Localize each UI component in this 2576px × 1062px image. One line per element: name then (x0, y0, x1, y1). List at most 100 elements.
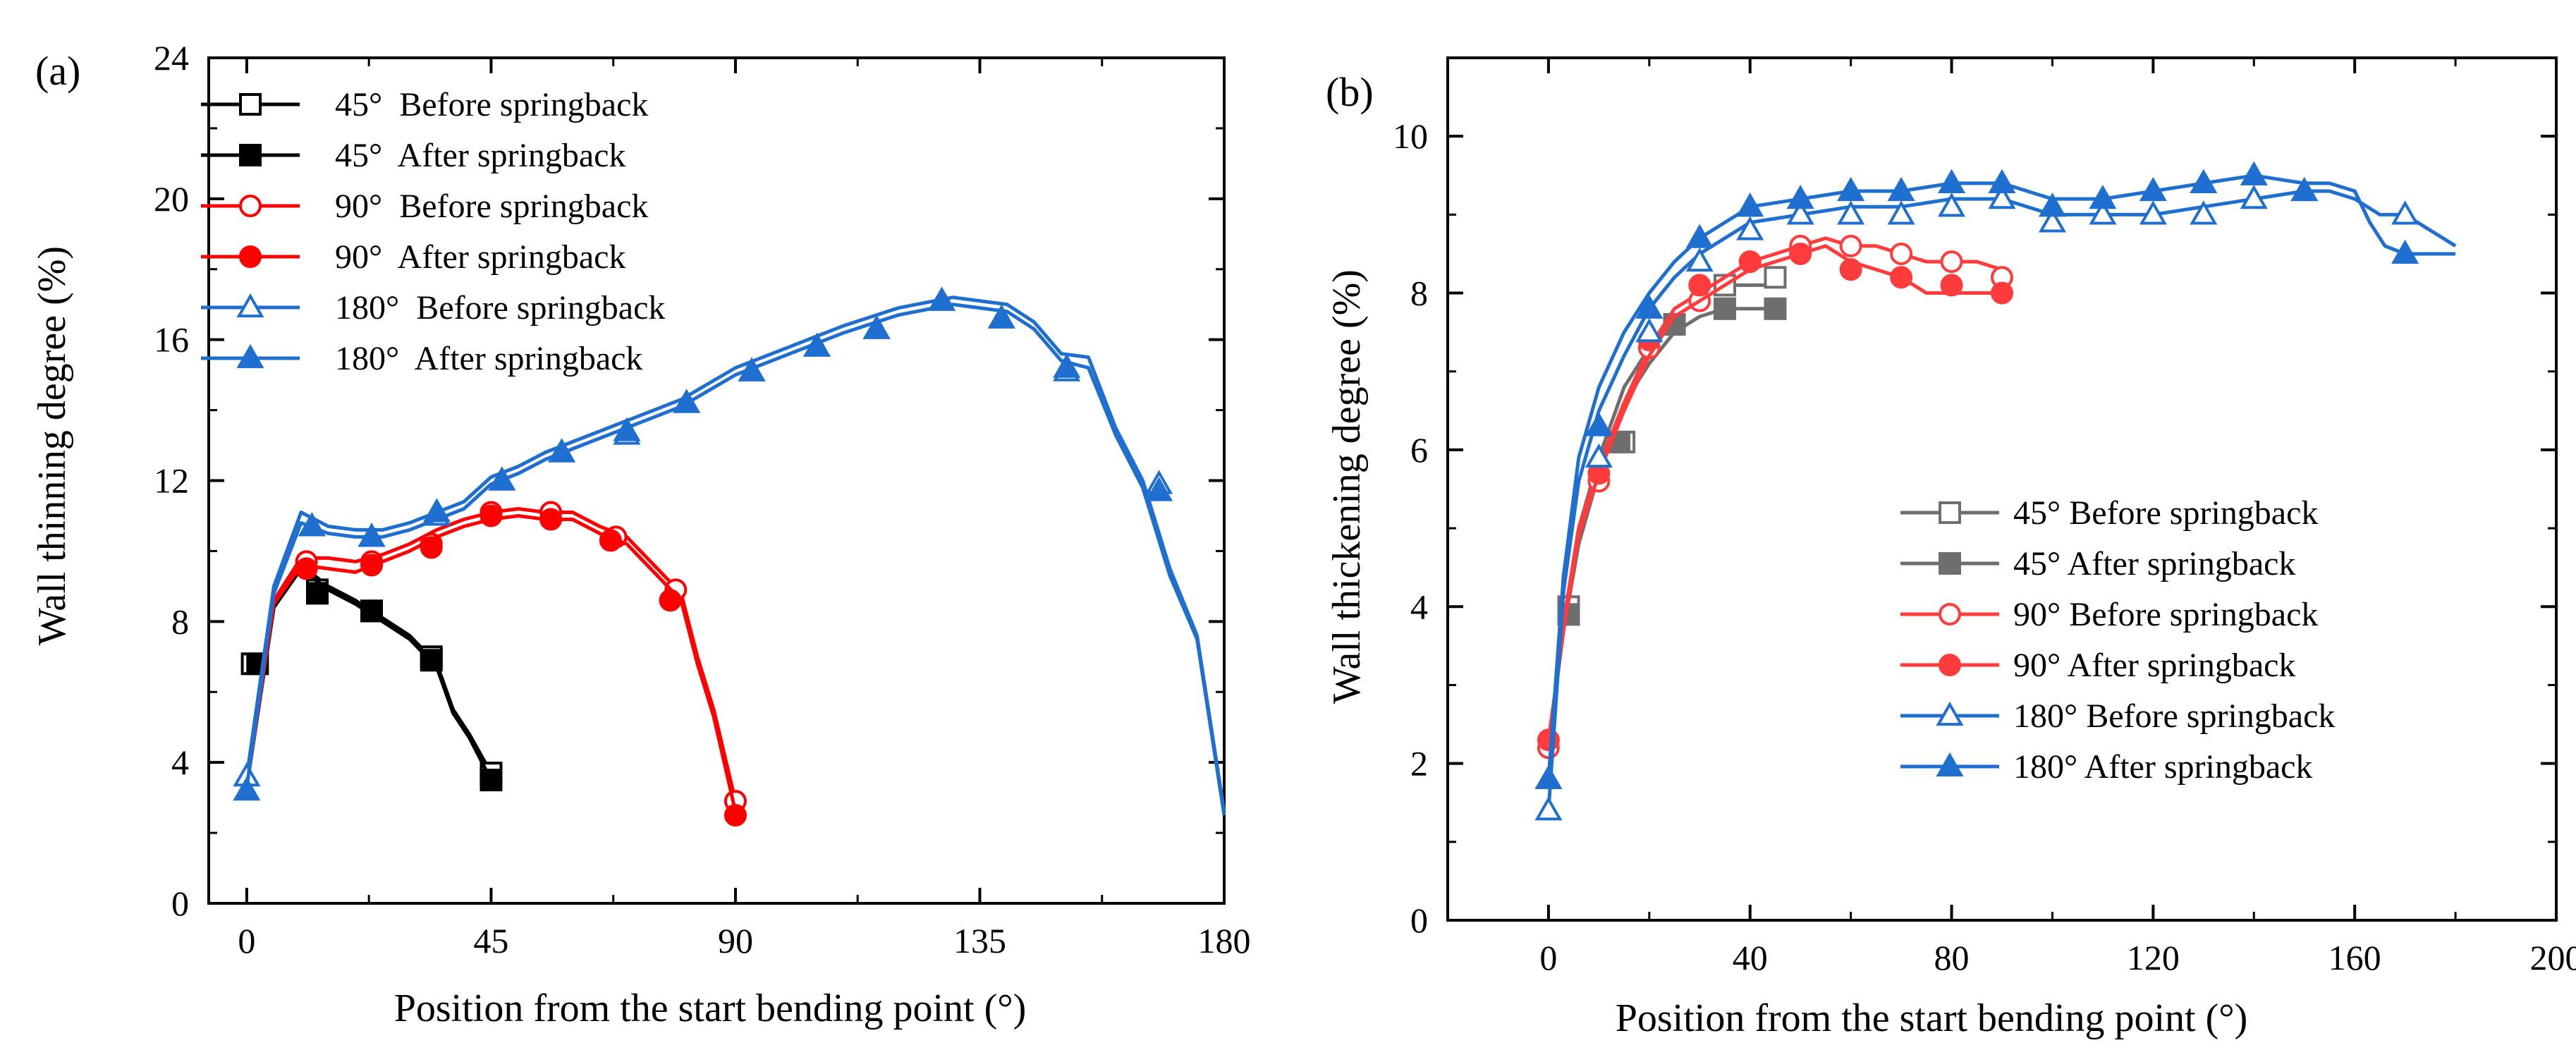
panel-b-legend-90deg-before-springback-marker (1939, 603, 1961, 625)
panel-a-series-90deg-after-springback-point (480, 504, 503, 527)
panel-b-series-180deg-before-springback-point (1887, 200, 1915, 225)
panel-b-series-90deg-before-springback-point (1839, 234, 1862, 257)
panel-b-series-45deg-after-springback-point (1764, 297, 1787, 320)
panel-b-series-180deg-after-springback-point (1887, 176, 1915, 202)
panel-a-series-180deg-after-springback-point (613, 417, 641, 441)
panel-a-y-tick-label: 24 (154, 38, 189, 78)
panel-a-series-45deg-after-springback-point (306, 582, 329, 605)
panel-b-series-180deg-before-springback-point (1837, 200, 1865, 225)
panel-b-series-180deg-after-springback-point (1837, 176, 1865, 202)
panel-a-series-45deg-after-springback-point (360, 599, 384, 623)
panel-a-legend-90deg-after-springback-marker (239, 245, 262, 268)
panel-b-series-180deg-before-springback-point (1585, 443, 1613, 468)
panel-b-legend-180deg-before-springback-marker (1936, 701, 1964, 726)
panel-b-legend-180deg-before-springback-label: 180° Before springback (2013, 697, 2335, 735)
panel-a-series-180deg-after-springback-point (738, 357, 766, 382)
panel-b-series-180deg-before-springback-point (1786, 200, 1814, 225)
panel-b-y-tick-label: 0 (1410, 901, 1428, 940)
panel-b-legend-45deg-before-springback-label: 45° Before springback (2013, 494, 2318, 532)
panel-b-x-tick-label: 40 (1733, 938, 1768, 977)
panel-b-series-180deg-after-springback-point (2089, 184, 2117, 209)
panel-b-series-180deg-before-springback-point (2190, 200, 2218, 225)
panel-a-series-90deg-after-springback-point (295, 557, 318, 580)
panel-b-x-tick-label: 200 (2530, 938, 2576, 977)
panel-a-legend-45deg-after-springback-marker (239, 144, 262, 166)
panel-a-y-axis-title: Wall thinning degree (%) (30, 246, 74, 645)
panel-b-series-180deg-before-springback-point (2391, 200, 2419, 225)
panel-b-series-180deg-after-springback-point (1635, 294, 1664, 319)
panel-a-legend: 45° Before springback 45° After springbac… (201, 86, 665, 377)
panel-a-x-tick-label: 90 (718, 921, 753, 960)
panel-a-series-180deg-after-springback-point (358, 523, 386, 547)
panel-b-x-tick-label: 160 (2328, 938, 2381, 977)
panel-a-legend-180deg-after-springback-label: 180° After springback (335, 340, 642, 377)
panel-a-series-90deg-after-springback-point (539, 508, 563, 531)
panel-a-legend-180deg-before-springback-label: 180° Before springback (335, 289, 665, 326)
panel-a-series-180deg-after-springback-point (928, 286, 956, 311)
panel-b-series-90deg-after-springback-point (1688, 274, 1711, 297)
panel-a-y-tick-label: 4 (171, 743, 189, 782)
panel-b-legend-180deg-after-springback-marker (1936, 752, 1964, 777)
panel-b-series-90deg-before-springback-point (1890, 242, 1913, 265)
panel-a-frame (207, 56, 1226, 905)
panel-a-series-180deg-after-springback-point (1145, 477, 1173, 501)
panel-b-legend-180deg-after-springback-label: 180° After springback (2013, 748, 2312, 786)
panel-a-y-tick-label: 16 (154, 320, 189, 360)
panel-b-series-180deg-after-springback-point (1786, 184, 1814, 209)
panel-b-x-tick-label: 80 (1934, 938, 1970, 977)
panel-a-x-tick-label: 180 (1198, 921, 1251, 960)
panel-b-series-180deg-after-springback-point (2240, 161, 2268, 185)
panel-a-series-180deg-after-springback-point (1053, 353, 1081, 378)
panel-b-series-180deg-before-springback-point (2139, 200, 2167, 225)
panel-a-y-tick-label: 8 (171, 602, 189, 641)
panel-a-series-180deg-after-springback-point (802, 332, 831, 357)
panel-b-series-90deg-after-springback-point (1839, 258, 1862, 281)
panel-b-series-180deg-after-springback-line (1546, 173, 2456, 780)
panel-a-legend-180deg-after-springback-marker (236, 343, 264, 369)
panel-b-x-axis-title: Position from the start bending point (°… (1616, 996, 2248, 1040)
panel-b-series-180deg-after-springback-point (1685, 224, 1714, 248)
panel-b-x-tick-label: 0 (1539, 938, 1557, 977)
panel-a-series-180deg-after-springback-point (987, 304, 1015, 329)
panel-b-series-180deg-after-springback-point (1937, 169, 1966, 193)
panel-a-series-90deg-after-springback-point (724, 804, 747, 827)
panel-b-y-tick-label: 4 (1410, 587, 1428, 626)
panel-a-x-axis-title: Position from the start bending point (°… (394, 987, 1027, 1030)
panel-b-y-tick-label: 8 (1410, 274, 1428, 313)
panel-b-legend-45deg-before-springback-marker (1939, 501, 1961, 524)
panel-b-series-180deg-before-springback-point (1937, 193, 1966, 217)
panel-b-series-180deg-before-springback-point (1635, 318, 1664, 343)
panel-a-x-tick-label: 0 (238, 921, 255, 960)
panel-b-legend-45deg-after-springback-label: 45° After springback (2013, 545, 2295, 582)
panel-b-series-180deg-after-springback-point (2391, 239, 2419, 264)
panel-a-y-tick-label: 0 (171, 884, 189, 923)
panel-a-series-180deg-after-springback-point (233, 776, 261, 801)
panel-a-x-tick-label: 45 (473, 921, 508, 960)
panel-b-series-180deg-after-springback-point (2038, 193, 2067, 217)
panel-b-chart: (b) 0 40 80 120 160 200 0 2 4 6 8 10 45° Before spr… (1325, 56, 2576, 1040)
panel-b-series-180deg-after-springback-point (2290, 176, 2319, 202)
panel-a-series-180deg-after-springback-point (547, 438, 576, 463)
panel-a-series-180deg-after-springback-point (862, 315, 891, 339)
panel-b-series-180deg-after-springback-point (2139, 176, 2167, 202)
panel-b-y-tick-label: 10 (1393, 116, 1428, 156)
panel-a-legend-90deg-before-springback-label: 90° Before springback (335, 188, 648, 225)
panel-a-series-45deg-after-springback-point (480, 769, 503, 792)
panel-b-series-180deg-before-springback-point (1988, 184, 2016, 209)
panel-b-series-180deg-before-springback-point (2089, 200, 2117, 225)
panel-b-legend-45deg-after-springback-marker (1939, 552, 1961, 575)
panel-b-y-tick-label: 2 (1410, 744, 1428, 783)
panel-a-legend-45deg-before-springback-marker (239, 93, 262, 116)
panel-a-legend-45deg-before-springback-label: 45° Before springback (335, 86, 648, 123)
panel-b-y-tick-label: 6 (1410, 430, 1428, 470)
panel-b-series-180deg-after-springback-point (1736, 193, 1764, 217)
panel-b-series-180deg-before-springback-point (1685, 247, 1714, 272)
panel-a-series-90deg-after-springback-point (420, 536, 443, 559)
panel-b-series-90deg-after-springback-point (1789, 242, 1812, 265)
panel-a-series-90deg-before-springback-line (245, 507, 738, 802)
panel-a-chart: (a) 0 45 90 135 180 0 4 8 12 16 20 24 45° Before sp… (30, 38, 1251, 1030)
panel-b-legend-90deg-after-springback-marker (1939, 654, 1961, 676)
panel-b-legend-90deg-before-springback-label: 90° Before springback (2013, 596, 2318, 633)
panel-b-series-45deg-before-springback-point (1764, 266, 1787, 289)
panel-a-series-90deg-after-springback-point (599, 529, 622, 552)
